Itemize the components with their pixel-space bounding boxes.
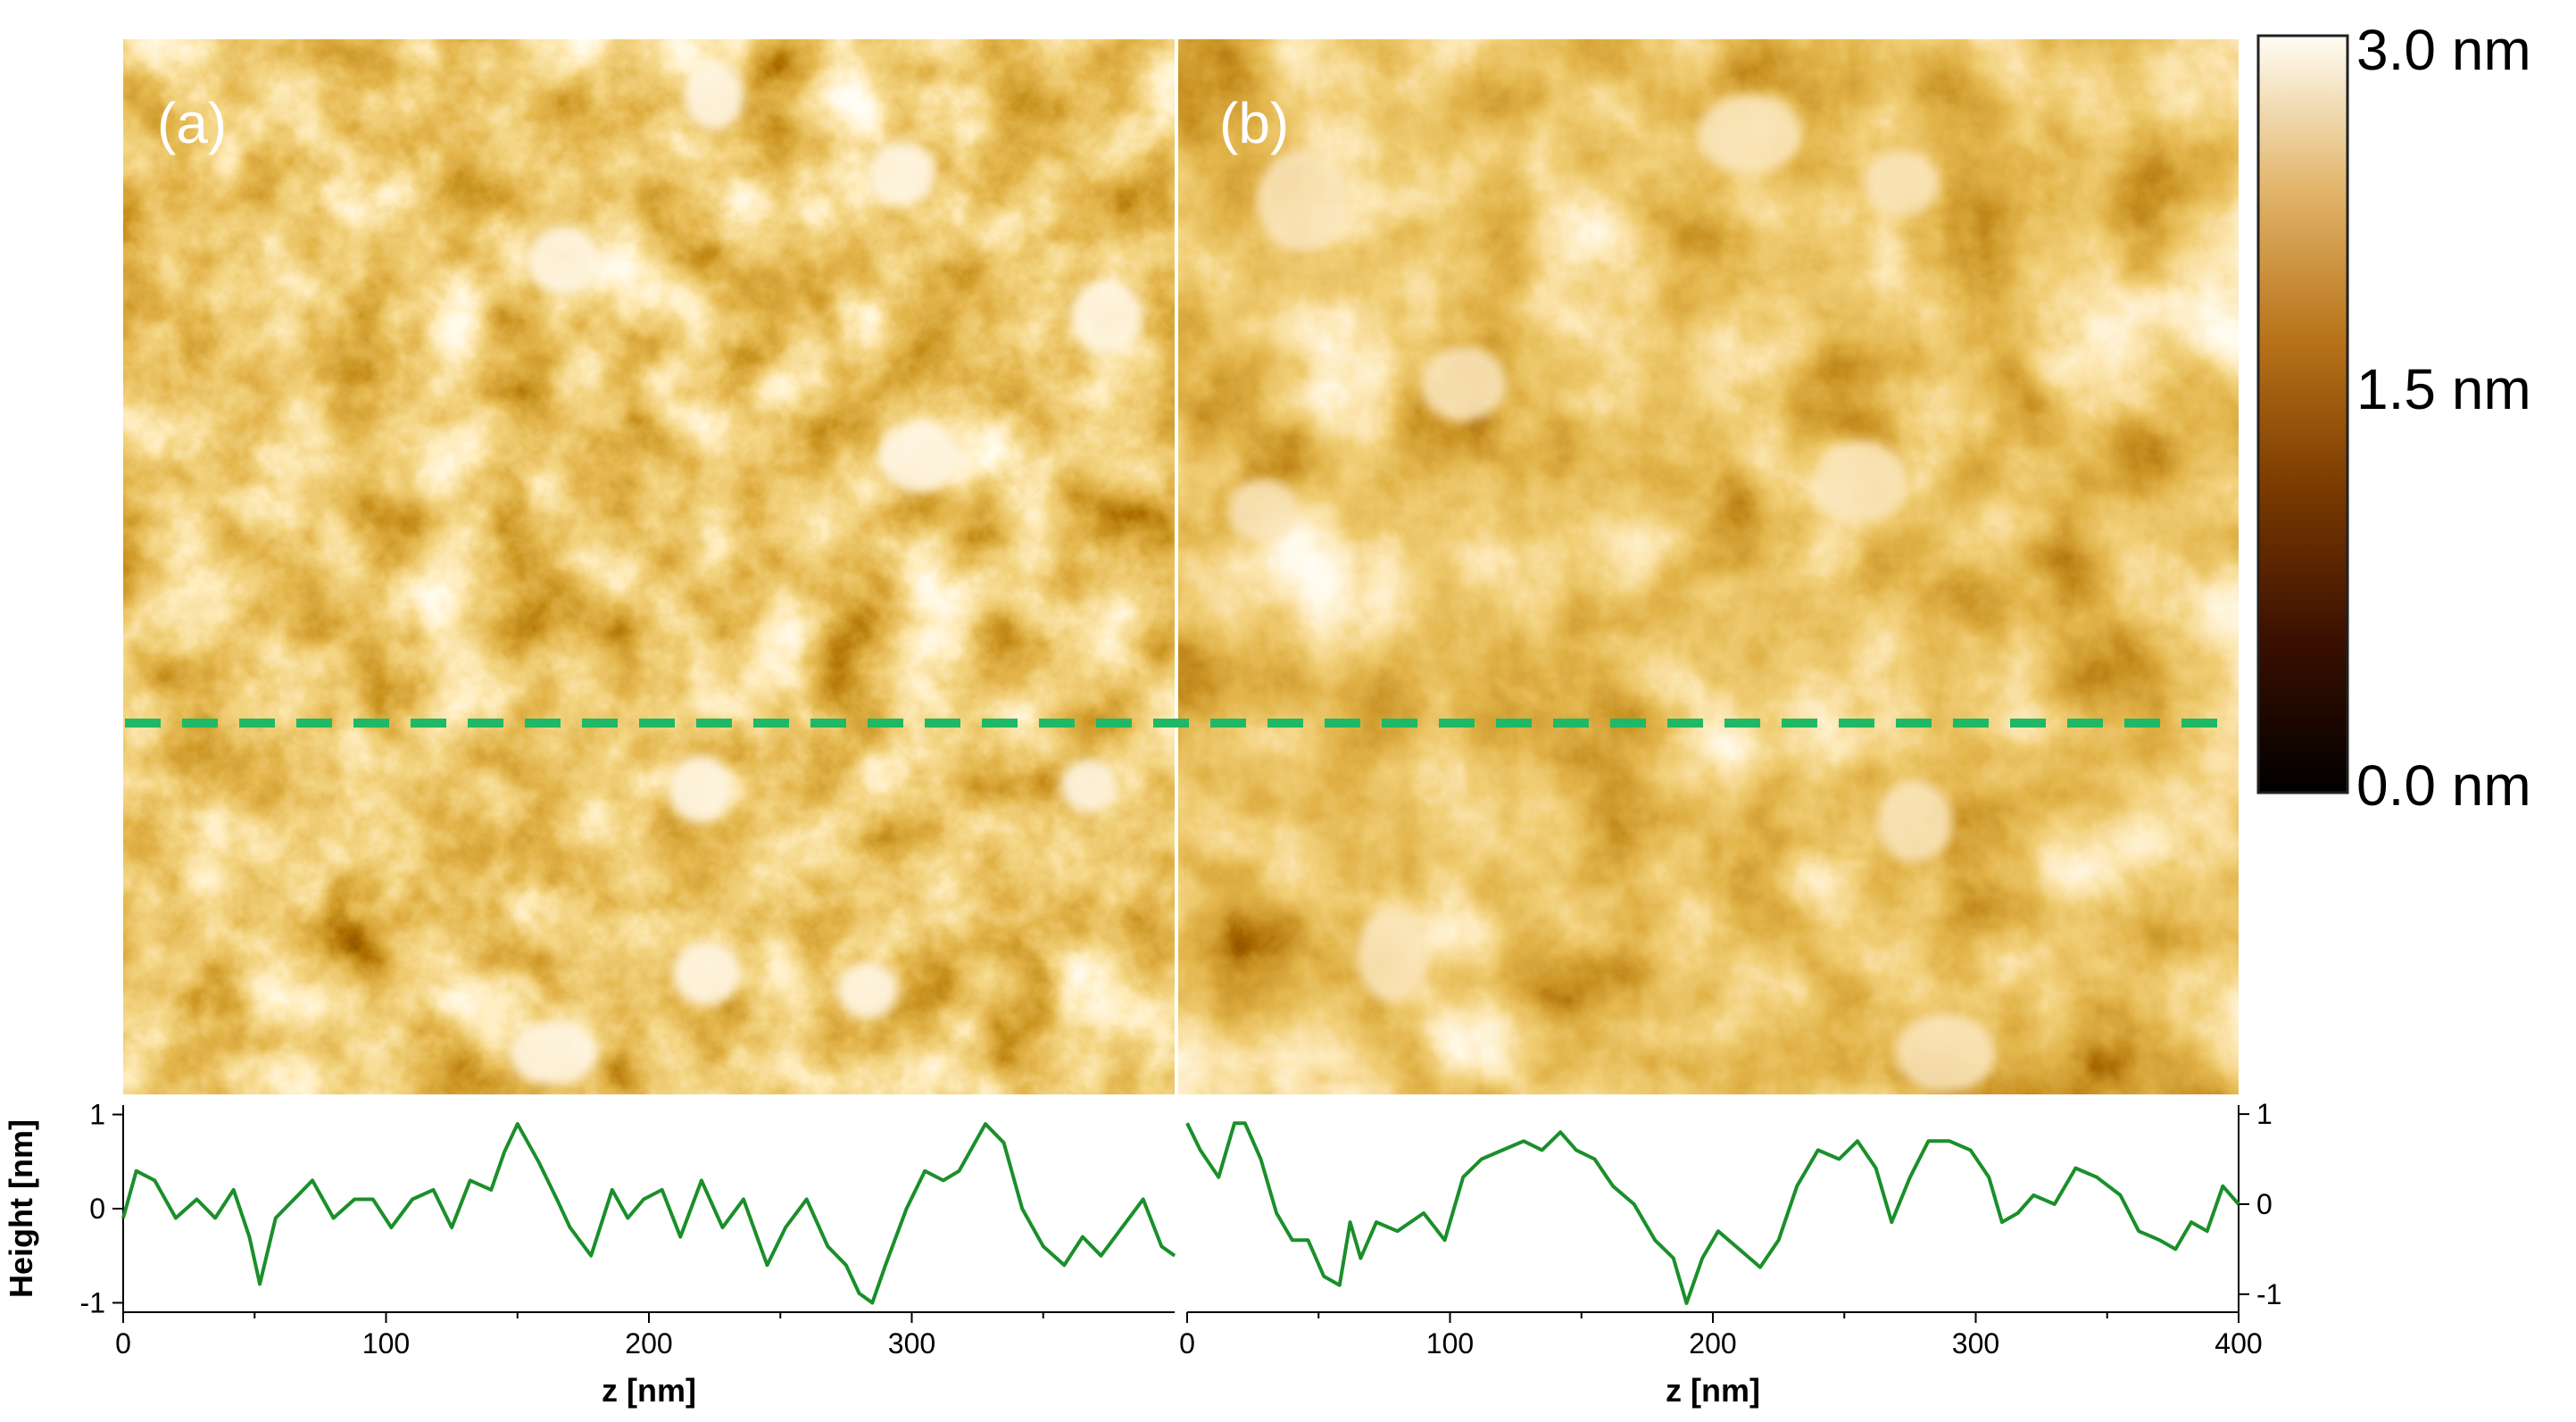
y-axis-title-a: Height [nm] xyxy=(3,1119,39,1298)
y-tick-label-a: 1 xyxy=(89,1099,105,1131)
panel-label-b: (b) xyxy=(1219,91,1289,155)
afm-image-b xyxy=(1176,39,2239,1094)
x-tick-label-a: 0 xyxy=(115,1327,131,1360)
height-profile-line-a xyxy=(121,1122,1176,1305)
x-tick-label-b: 0 xyxy=(1179,1327,1195,1360)
y-tick-label-a: 0 xyxy=(89,1193,105,1225)
x-axis-title-b: z [nm] xyxy=(1666,1372,1760,1409)
colorbar-mid-label: 1.5 nm xyxy=(2356,357,2531,421)
x-tick-label-b: 400 xyxy=(2215,1327,2262,1360)
y-tick-label-a: -1 xyxy=(80,1286,105,1318)
x-tick-label-a: 100 xyxy=(362,1327,410,1360)
bright-grains-b xyxy=(1227,95,1996,1093)
y-tick-label-b: 0 xyxy=(2256,1188,2273,1220)
x-tick-label-b: 100 xyxy=(1426,1327,1474,1360)
profile-plot-a: 0 100 200 300 1 0 -1 z [nm] Height [nm] xyxy=(3,1099,1176,1409)
panel-label-a: (a) xyxy=(157,91,227,155)
y-tick-label-b: -1 xyxy=(2256,1278,2281,1310)
colorbar: 3.0 nm 1.5 nm 0.0 nm xyxy=(2256,18,2531,818)
x-axis-title-a: z [nm] xyxy=(602,1372,696,1409)
colorbar-gradient xyxy=(2256,34,2349,794)
profile-plot-b: 0 100 200 300 400 1 0 -1 z [nm] xyxy=(1179,1098,2281,1409)
x-tick-label-a: 200 xyxy=(625,1327,672,1360)
bright-grains-a xyxy=(509,62,1143,1085)
afm-image-a xyxy=(123,39,1175,1094)
colorbar-min-label: 0.0 nm xyxy=(2356,753,2531,818)
height-profile-line-b xyxy=(1185,1121,2240,1305)
y-tick-label-b: 1 xyxy=(2256,1098,2273,1130)
colorbar-max-label: 3.0 nm xyxy=(2356,18,2531,82)
x-tick-label-b: 300 xyxy=(1952,1327,1999,1360)
x-tick-label-b: 200 xyxy=(1689,1327,1736,1360)
x-tick-label-a: 300 xyxy=(888,1327,935,1360)
